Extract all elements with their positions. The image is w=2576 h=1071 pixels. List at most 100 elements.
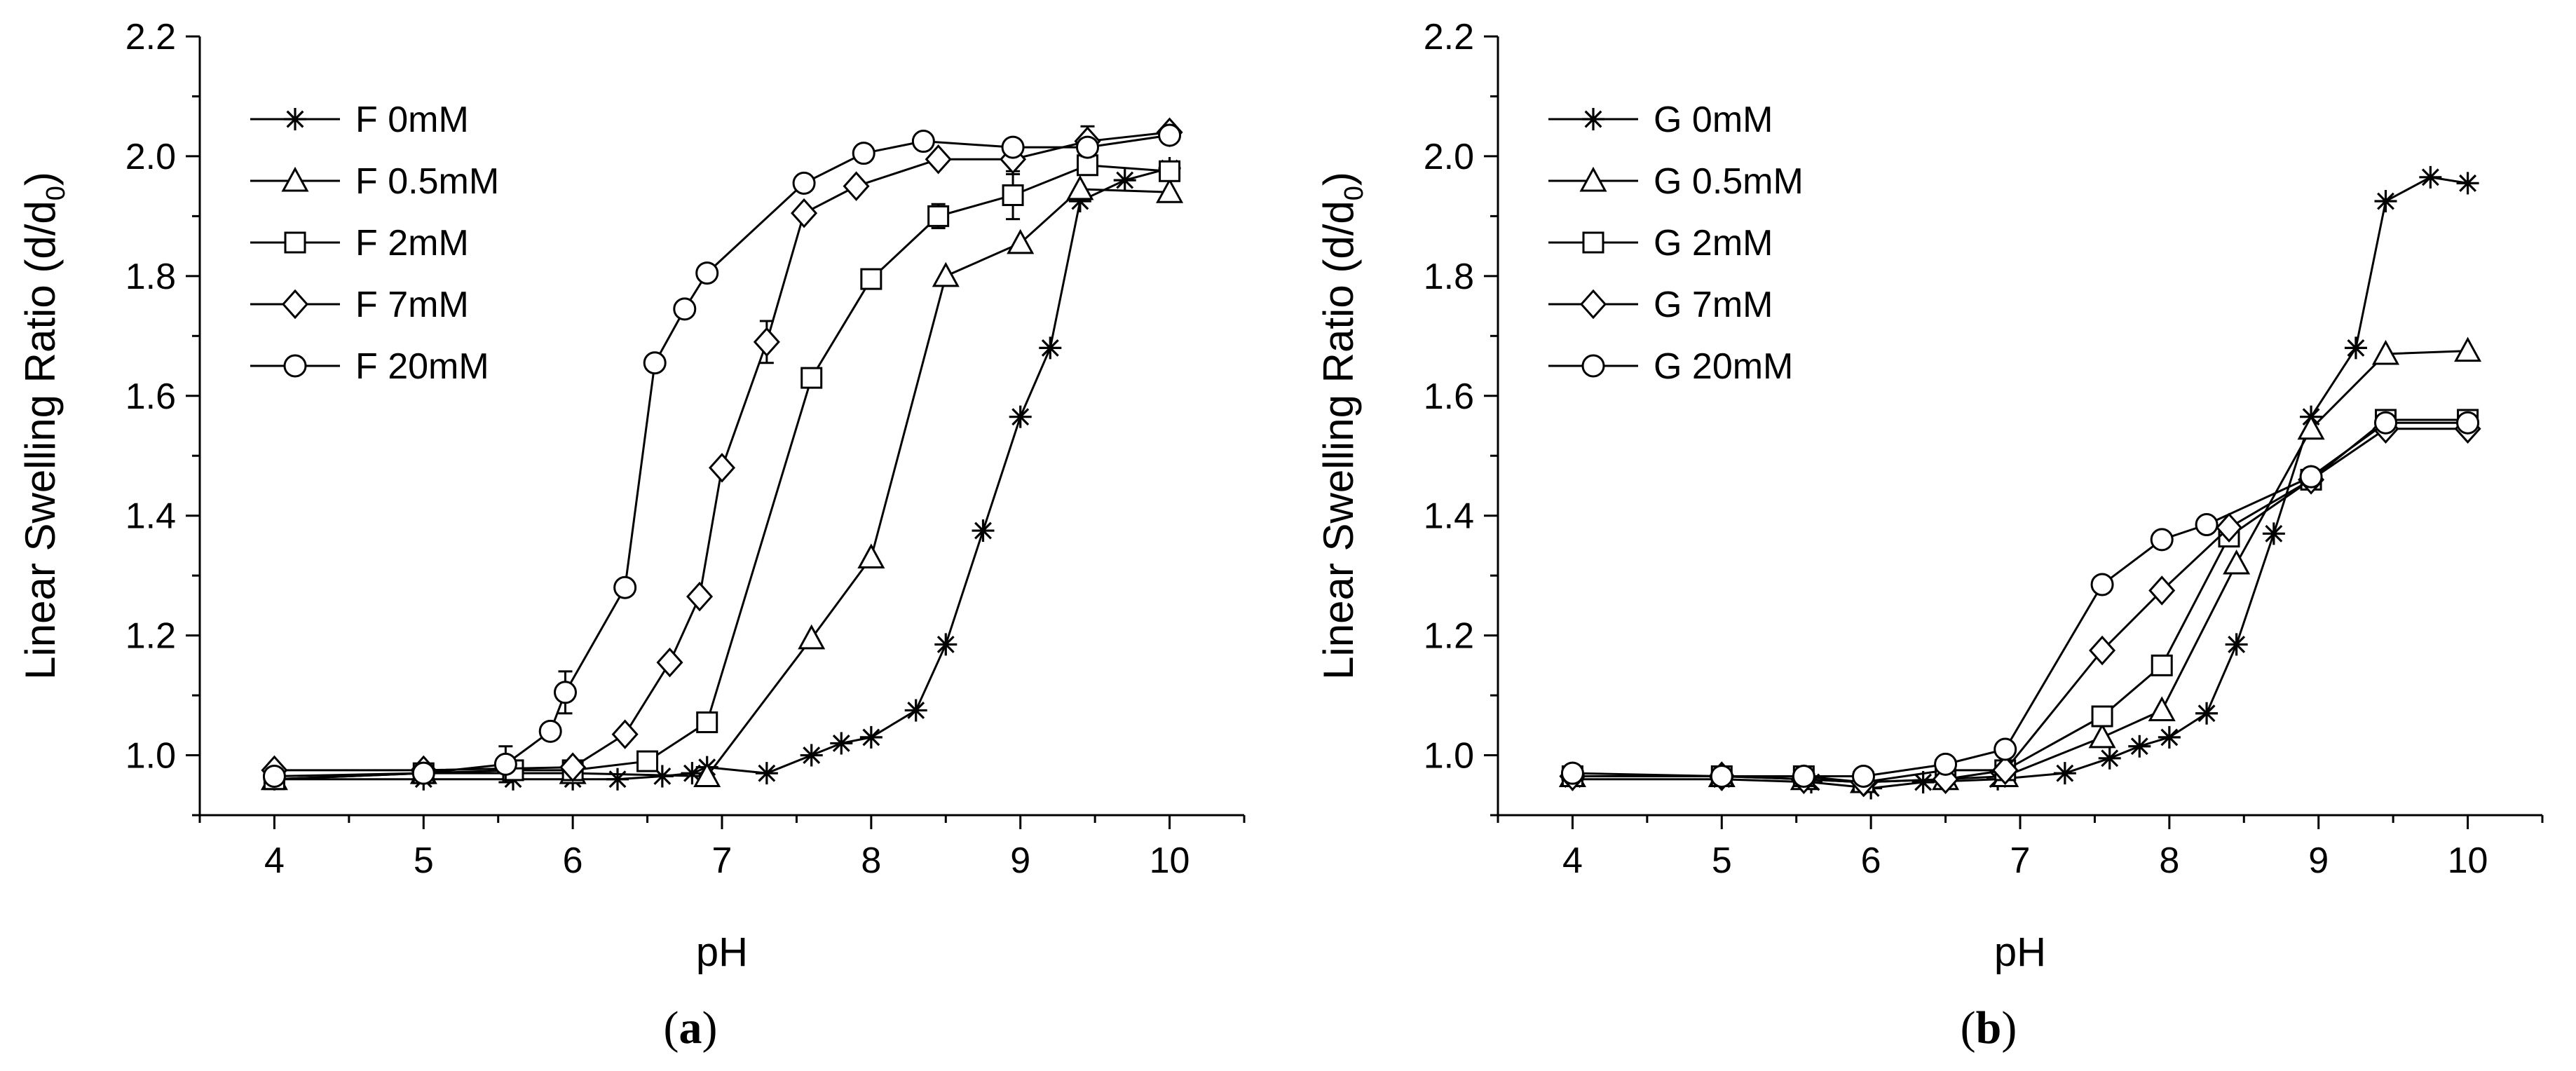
series-g-2mm xyxy=(1561,409,2479,793)
data-point xyxy=(1994,737,2017,761)
x-tick-label: 6 xyxy=(1861,840,1881,881)
y-tick-label: 2.0 xyxy=(125,137,176,177)
data-point xyxy=(1009,405,1032,428)
data-point xyxy=(1113,169,1136,192)
data-point xyxy=(1156,178,1184,203)
data-point xyxy=(559,752,587,782)
y-axis-title-subscript: 0 xyxy=(41,186,71,200)
data-point xyxy=(1158,123,1182,147)
data-point xyxy=(606,768,629,791)
series-line xyxy=(1572,418,2468,784)
series-f-20mm xyxy=(262,123,1182,788)
data-point xyxy=(1792,764,1815,788)
data-point xyxy=(2344,336,2367,360)
y-axis-title-main: Linear Swelling Ratio (d/d xyxy=(1315,200,1362,680)
data-point xyxy=(611,719,639,749)
panel-label-letter: b xyxy=(1976,1002,2002,1053)
chart-panel-b: 4 5 6 7 8 9 10 1.0 1.2 1.4 1.6 1.8 2.0 2.2 pH Linear Sw… xyxy=(1315,17,2544,1053)
legend-marker xyxy=(281,166,309,192)
series-g-7mm xyxy=(1559,414,2481,798)
data-point xyxy=(859,725,882,749)
y-tick-label: 1.8 xyxy=(125,257,176,297)
y-tick-label: 1.4 xyxy=(1424,496,1474,537)
data-point xyxy=(262,764,286,788)
x-tick-label: 9 xyxy=(1010,840,1030,881)
y-tick-label: 2.2 xyxy=(125,17,176,57)
y-tick-label: 1.2 xyxy=(125,616,176,657)
x-axis-title: pH xyxy=(696,929,748,975)
legend-marker xyxy=(1579,166,1607,192)
data-point xyxy=(2297,414,2325,440)
data-point xyxy=(911,130,935,154)
legend-label: G 7mM xyxy=(1654,285,1773,325)
data-point xyxy=(636,750,659,772)
data-point xyxy=(2195,702,2219,725)
x-axis-title: pH xyxy=(1994,929,2046,975)
legend: G 0mM G 0.5mM G 2mM G 7mM G 20mM xyxy=(1548,100,1804,387)
legend-marker xyxy=(284,108,306,130)
data-point xyxy=(643,351,667,375)
data-point xyxy=(932,261,960,287)
data-point xyxy=(493,752,517,776)
legend-item: F 7mM xyxy=(250,285,469,325)
y-axis-title-suffix: ) xyxy=(17,172,64,186)
series-f-7mm xyxy=(261,117,1183,786)
data-point xyxy=(2454,336,2482,362)
data-point xyxy=(791,198,818,228)
x-tick-label: 6 xyxy=(563,840,583,881)
data-point xyxy=(686,581,714,612)
data-point xyxy=(2223,549,2251,575)
data-point xyxy=(2419,165,2442,189)
data-point xyxy=(792,171,816,195)
x-tick-label: 8 xyxy=(2159,840,2179,881)
legend-item: F 20mM xyxy=(250,346,489,387)
data-point xyxy=(852,142,875,165)
data-point xyxy=(538,719,562,743)
data-point xyxy=(2456,411,2480,435)
series-g-20mm xyxy=(1560,411,2480,788)
legend-marker xyxy=(1582,231,1604,254)
data-point xyxy=(2371,339,2400,365)
data-point xyxy=(1991,755,2019,786)
y-axis-title-suffix: ) xyxy=(1315,172,1362,186)
data-point xyxy=(934,633,958,656)
panel-label-open: ( xyxy=(1961,1002,1976,1053)
legend-label: F 20mM xyxy=(355,346,489,387)
chart-panel-a: 4 5 6 7 8 9 10 1.0 1.2 1.4 1.6 1.8 2.0 2.2 pH Linear Sw… xyxy=(17,17,1246,1053)
x-tick-label: 10 xyxy=(1150,840,1190,881)
data-point xyxy=(696,711,718,734)
x-tick-label: 4 xyxy=(1562,840,1583,881)
data-point xyxy=(1710,764,1733,788)
data-point xyxy=(2225,633,2248,656)
y-axis-title: Linear Swelling Ratio (d/d0) xyxy=(17,172,71,680)
x-tick-label: 8 xyxy=(861,840,881,881)
series-line xyxy=(1572,421,2468,777)
legend-item: F 2mM xyxy=(250,223,469,264)
data-point xyxy=(2299,465,2323,489)
data-point xyxy=(693,762,721,787)
data-point xyxy=(860,268,882,290)
data-point xyxy=(2148,575,2176,606)
legend-marker xyxy=(284,231,306,254)
data-point xyxy=(1066,175,1094,200)
data-point xyxy=(1039,336,1062,360)
x-tick-label: 5 xyxy=(1712,840,1732,881)
y-tick-label: 1.2 xyxy=(1424,616,1474,657)
legend: F 0mM F 0.5mM F 2mM F 7mM F 20mM xyxy=(250,100,499,387)
data-point xyxy=(857,543,885,569)
data-point xyxy=(2091,705,2113,728)
x-tick-label: 4 xyxy=(264,840,285,881)
series-line xyxy=(274,188,1170,781)
data-point xyxy=(2098,746,2121,770)
legend-label: G 0mM xyxy=(1654,100,1773,140)
y-axis-title-main: Linear Swelling Ratio (d/d xyxy=(17,200,64,680)
series-line xyxy=(1572,428,2468,784)
data-point xyxy=(800,367,823,389)
y-tick-label: 1.6 xyxy=(1424,376,1474,417)
data-point xyxy=(681,762,704,785)
data-point xyxy=(2148,696,2176,721)
legend-marker xyxy=(283,354,307,378)
data-point xyxy=(1911,771,1935,793)
